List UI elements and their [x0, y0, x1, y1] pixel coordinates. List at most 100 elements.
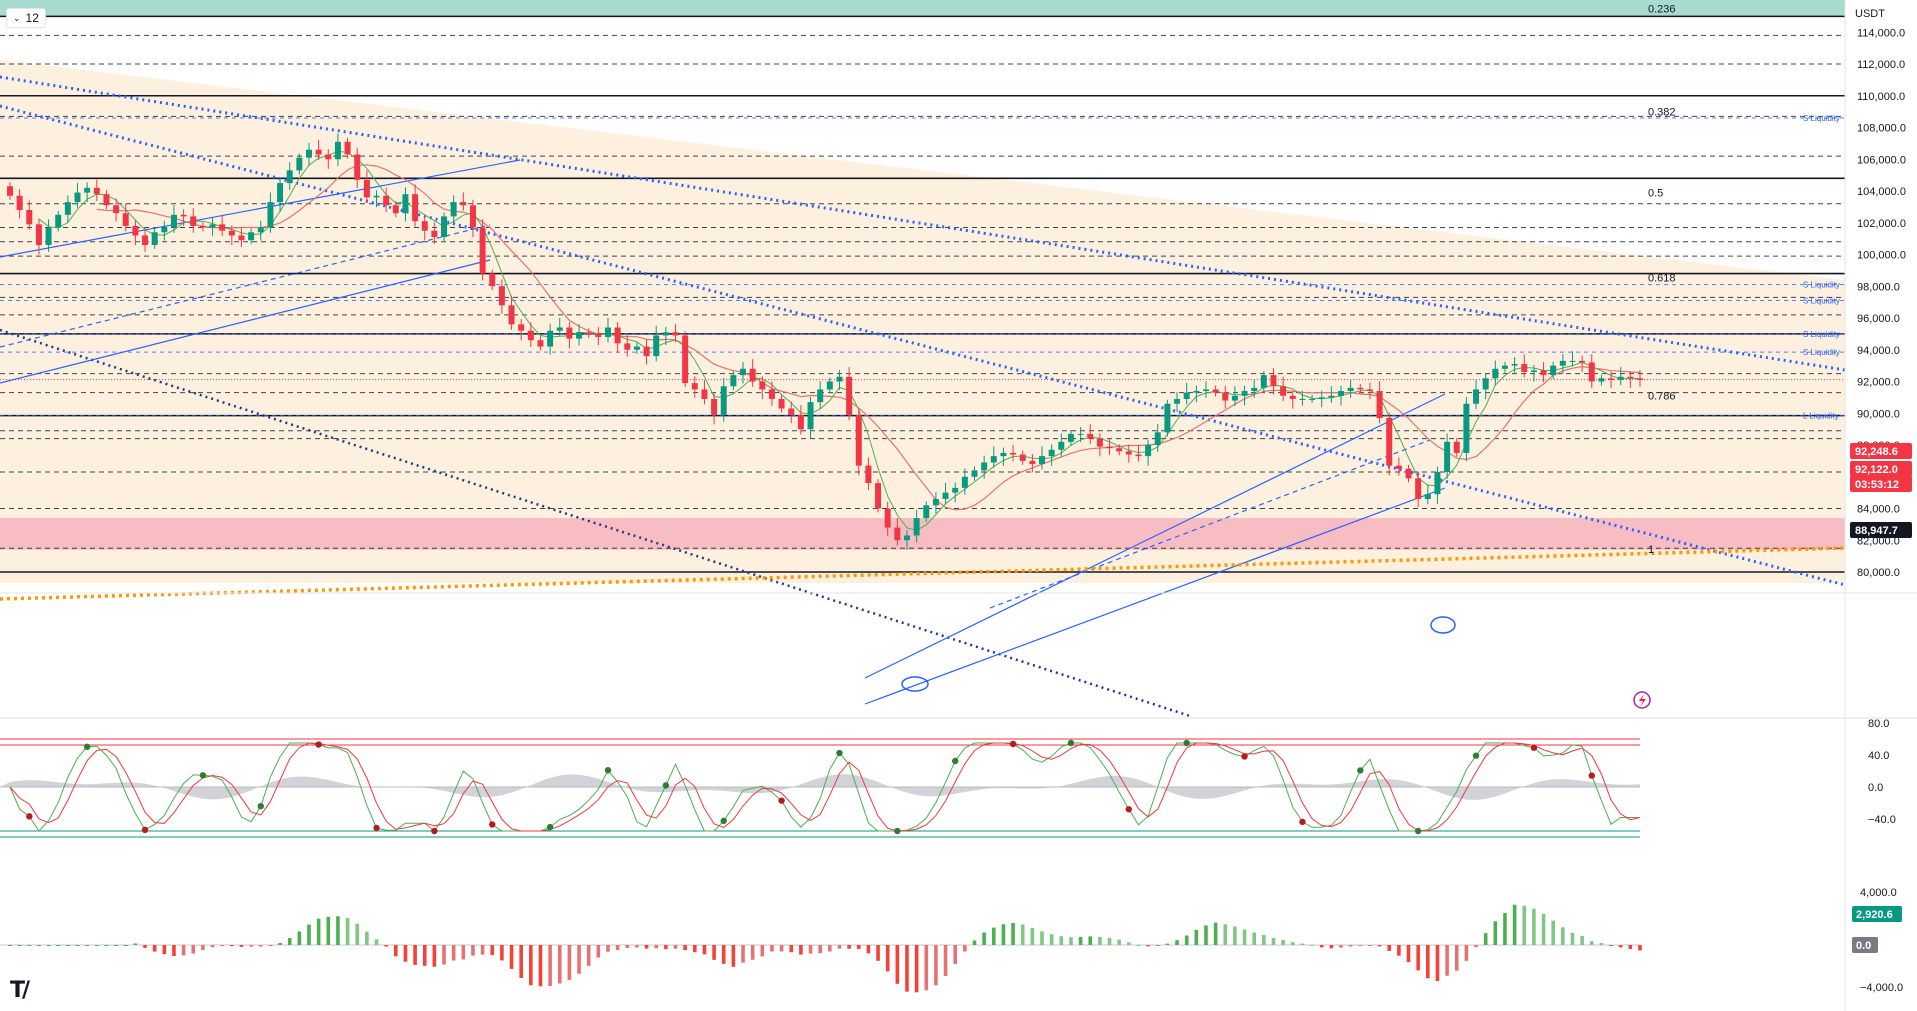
candle-body	[1251, 387, 1258, 392]
macd-bar	[297, 931, 302, 945]
osc-cross-dot	[1299, 818, 1306, 826]
candle-body	[518, 324, 525, 331]
price-tag	[1850, 522, 1912, 538]
macd-bar	[963, 945, 967, 952]
macd-bar	[1310, 944, 1314, 946]
osc-cross-dot	[546, 823, 554, 831]
candle-body	[1270, 375, 1277, 387]
candle-body	[537, 340, 544, 347]
candle-body	[180, 214, 187, 217]
macd-bar	[17, 945, 22, 946]
macd-bar	[1290, 942, 1295, 945]
macd-bar	[1512, 904, 1517, 945]
macd-bar	[316, 918, 321, 945]
candle-body	[778, 398, 785, 409]
osc-cross-dot	[431, 827, 438, 835]
candle-body	[788, 408, 795, 415]
macd-bar	[1551, 920, 1555, 945]
candle-body	[1309, 398, 1316, 400]
macd-bar	[876, 945, 880, 961]
trendlines	[0, 75, 1846, 718]
macd-bar	[432, 945, 437, 967]
macd-bar	[1329, 945, 1334, 949]
candle-body	[1521, 364, 1528, 372]
macd-bar	[1638, 945, 1642, 951]
candle-body	[508, 305, 515, 325]
macd-bar	[760, 945, 765, 957]
candle-body	[498, 286, 505, 306]
price-tick-label: 94,000.0	[1857, 345, 1900, 357]
fib-level-label: 0.5	[1648, 188, 1663, 200]
macd-bar	[1184, 935, 1189, 945]
price-tick-label: 114,000.0	[1857, 27, 1905, 39]
candle-body	[35, 224, 42, 245]
osc-cross-dot	[662, 782, 670, 789]
macd-bar	[268, 945, 273, 946]
candle-body	[103, 194, 110, 206]
macd-bar	[1088, 936, 1093, 945]
macd-bar	[37, 945, 41, 946]
macd-bar	[837, 945, 842, 949]
candle-body	[1202, 389, 1209, 392]
candle-body	[846, 376, 853, 415]
candle-body	[257, 227, 264, 233]
candle-body	[1376, 391, 1383, 419]
macd-bar	[934, 945, 938, 986]
candle-body	[363, 179, 370, 198]
osc-d-line	[9, 742, 1641, 832]
price-axis[interactable]: 114,000.0 112,000.0 110,000.0 108,000.0 106,…	[1844, 0, 1912, 1011]
osc-cross-dot	[141, 826, 149, 834]
candle-body	[26, 210, 33, 225]
macd-bar	[307, 924, 311, 945]
candle-body	[807, 402, 814, 430]
candle-body	[1617, 376, 1624, 380]
macd-bar	[1493, 921, 1498, 945]
macd-bar	[201, 945, 205, 951]
candle-body	[1386, 418, 1393, 466]
macd-bar	[471, 945, 475, 956]
channel-line	[864, 487, 1446, 705]
candles	[7, 133, 1643, 550]
macd-bar	[230, 945, 234, 946]
candle-body	[441, 216, 448, 238]
candle-body	[1174, 398, 1181, 404]
macd-bar	[644, 945, 649, 949]
macd-bar	[635, 945, 639, 948]
candle-body	[672, 332, 679, 336]
candle-body	[1588, 362, 1595, 382]
candle-body	[142, 235, 149, 245]
macd-bar	[529, 945, 533, 986]
macd-bar	[191, 945, 196, 954]
candle-body	[614, 327, 621, 344]
candle-body	[1637, 378, 1643, 380]
candle-body	[653, 335, 660, 357]
interval-selector[interactable]: ⌄ 12	[6, 8, 46, 28]
macd-bar	[278, 942, 282, 945]
candle-body	[209, 224, 216, 228]
candle-body	[267, 202, 274, 228]
macd-bar	[779, 945, 784, 952]
candle-body	[971, 470, 978, 477]
macd-bar	[1155, 945, 1160, 946]
candle-body	[55, 214, 62, 228]
candle-body	[460, 202, 467, 206]
candle-body	[1347, 387, 1354, 392]
macd-bar	[1580, 935, 1584, 945]
osc-cross-dot	[1414, 827, 1422, 835]
macd-bar	[1223, 924, 1228, 945]
macd-bar	[1474, 945, 1478, 948]
osc-cross-dot	[489, 821, 496, 828]
candle-body	[1058, 441, 1065, 450]
candle-body	[315, 149, 322, 155]
macd-bar	[1262, 935, 1266, 945]
candle-body	[624, 343, 631, 350]
macd-bar	[596, 945, 601, 958]
macd-bar	[1541, 913, 1546, 945]
macd-bar	[519, 945, 523, 978]
macd-bar	[500, 945, 504, 961]
macd-bar	[1464, 945, 1469, 961]
macd-bar	[953, 945, 958, 965]
candle-body	[84, 187, 91, 193]
macd-bar	[210, 945, 215, 948]
